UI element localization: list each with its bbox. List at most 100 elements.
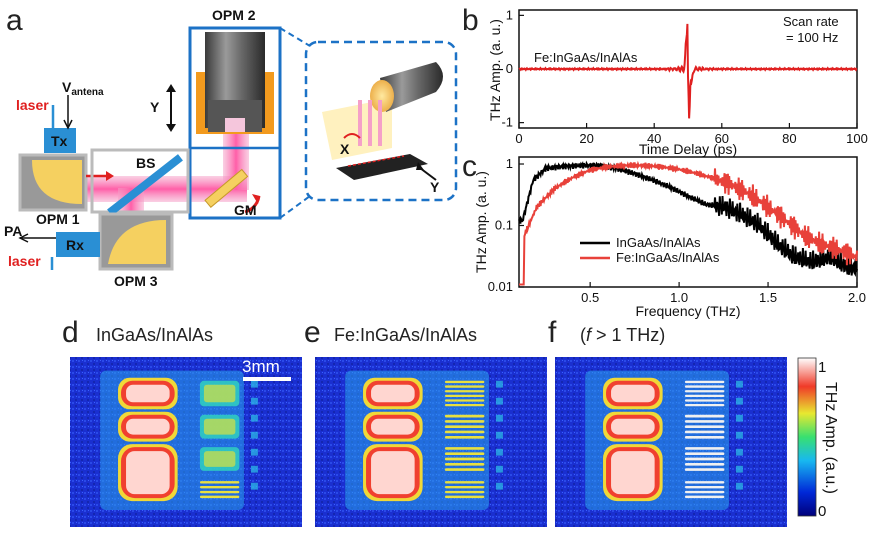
pattern-bar [444,414,485,418]
pattern-bar [684,485,725,489]
pattern-bar [684,414,725,418]
pattern-dot [735,380,743,388]
plot-c-ytick-label: 1 [506,156,513,171]
plot-c-ytick-label: 0.01 [488,279,513,294]
pattern-bar [684,447,725,450]
plot-b-note-2: = 100 Hz [786,30,838,45]
v-antena-label: Vantena [62,79,104,98]
plot-c-xtick-label: 2.0 [848,290,866,305]
panel-f-title: (f > 1 THz) [580,325,665,345]
pattern-bar [444,481,485,484]
inset-mirror-icon [370,80,394,112]
gm-label: GM [234,202,257,218]
pattern-dot [250,380,258,388]
plot-c-xtick-label: 1.0 [670,290,688,305]
pa-label: PA [4,223,22,239]
opm1-label: OPM 1 [36,211,80,227]
pattern-bar [684,380,725,384]
pattern-bar [444,485,485,489]
plot-b-xtick-label: 40 [647,131,661,146]
colorbar: 1 0 THz Amp. (a.u.) [797,357,839,520]
panel-d-image: d InGaAs/InAlAs 3mm [62,316,302,527]
pattern-bar [684,390,725,393]
laser-top-label: laser [16,97,49,113]
y-axis-label: Y [150,99,160,115]
galvo-mirror-icon [204,168,249,208]
pattern-bar [444,490,485,494]
inset-sample-chip-icon [336,154,428,180]
pattern-bar [684,385,725,388]
pattern-bar [444,430,485,434]
pattern-dot [250,448,258,456]
opm2-label: OPM 2 [212,7,256,23]
pattern-dot [250,431,258,439]
pattern-bar [444,420,485,423]
pattern-bar [684,490,725,494]
pattern-dot [250,482,258,490]
opm2-frame [188,26,282,220]
pattern-dot [495,448,503,456]
pattern-bar [684,394,725,398]
colorbar-max: 1 [818,359,826,376]
plot-c-xtick-label: 0.5 [581,290,599,305]
scale-bar [243,377,291,381]
panel-b-chart: b 0 20 40 60 80 100-101 Fe:InGaAs/InAlAs Scan… [462,4,868,157]
plot-b-series-line [518,23,858,119]
plot-b-ytick-label: -1 [501,115,513,130]
pattern-bar [444,390,485,393]
pattern-dot [735,448,743,456]
panel-c-chart: c 0.5 1.0 1.5 2.0 0.01 0.1 1 InGaAs/InAlAs Fe:… [462,150,866,319]
pattern-bar [684,462,725,466]
inset-y-arrow-icon [416,162,424,170]
pattern-rect-core [126,418,170,435]
pattern-bar [684,481,725,484]
plot-b-xtick-label: 60 [715,131,729,146]
plot-c-series-ingaas [518,160,858,278]
pattern-rect-core [371,384,415,403]
rx-box [56,232,100,257]
plot-b-ytick-label: 0 [506,61,513,76]
plot-c-ytick-label: 0.1 [495,218,513,233]
pattern-bar [684,452,725,456]
pattern-bar [684,457,725,461]
inset-x-label: X [340,141,350,157]
pattern-dot [735,397,743,405]
beam-direction-arrow-icon [106,171,114,181]
pattern-bar [684,495,725,499]
pattern-bar [444,380,485,384]
pattern-bar [199,481,240,484]
plot-c-xtick-label: 1.5 [759,290,777,305]
plot-b-xtick-label: 20 [579,131,593,146]
plot-c-frame [518,156,858,288]
laser-bottom-label: laser [8,253,41,269]
pattern-bar [444,462,485,466]
colorbar-title: THz Amp. (a.u.) [822,382,839,494]
beam-splitter-icon [107,154,183,216]
pattern-dot [495,482,503,490]
pattern-bar [444,495,485,499]
pattern-dot [735,414,743,422]
panel-e-image: e Fe:InGaAs/InAlAs [304,316,547,527]
blurred-bar-group-core [203,384,236,403]
pattern-dot [495,380,503,388]
pattern-bar [444,457,485,461]
pattern-bar [444,399,485,402]
pattern-bar [444,403,485,407]
bs-label: BS [136,155,155,171]
pattern-rect-core [371,418,415,435]
opm3-label: OPM 3 [114,273,158,289]
panel-d-title: InGaAs/InAlAs [96,325,213,345]
pattern-bar [444,452,485,456]
pattern-rect-core [126,451,170,495]
pattern-bar [444,447,485,450]
bs-frame [90,148,190,214]
tx-label: Tx [51,133,68,149]
inset-y-label: Y [430,179,440,195]
pattern-bar [444,435,485,439]
pattern-bar [684,403,725,407]
inset-beam [322,98,392,160]
panel-letter-d: d [62,316,79,349]
pattern-dot [735,431,743,439]
thz-image-f [555,357,787,527]
panel-letter-b: b [462,4,479,37]
